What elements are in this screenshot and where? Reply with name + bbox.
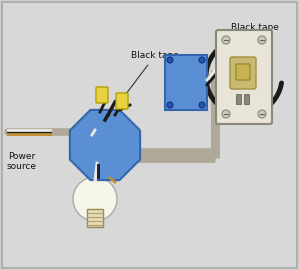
- Circle shape: [199, 57, 205, 63]
- Circle shape: [199, 102, 205, 108]
- FancyBboxPatch shape: [237, 94, 242, 104]
- Circle shape: [222, 36, 230, 44]
- FancyBboxPatch shape: [216, 30, 272, 124]
- FancyBboxPatch shape: [165, 55, 207, 110]
- Text: Power
source: Power source: [7, 152, 37, 171]
- Circle shape: [258, 36, 266, 44]
- Text: Black tape: Black tape: [122, 51, 179, 100]
- FancyBboxPatch shape: [87, 209, 103, 227]
- FancyBboxPatch shape: [2, 2, 297, 268]
- Circle shape: [73, 177, 117, 221]
- Circle shape: [167, 57, 173, 63]
- FancyBboxPatch shape: [96, 87, 108, 103]
- Circle shape: [167, 102, 173, 108]
- FancyBboxPatch shape: [230, 57, 256, 89]
- FancyBboxPatch shape: [245, 94, 249, 104]
- FancyBboxPatch shape: [116, 93, 128, 109]
- Circle shape: [222, 110, 230, 118]
- Text: Black tape: Black tape: [231, 23, 279, 67]
- FancyBboxPatch shape: [236, 64, 250, 80]
- Polygon shape: [70, 110, 140, 180]
- Circle shape: [258, 110, 266, 118]
